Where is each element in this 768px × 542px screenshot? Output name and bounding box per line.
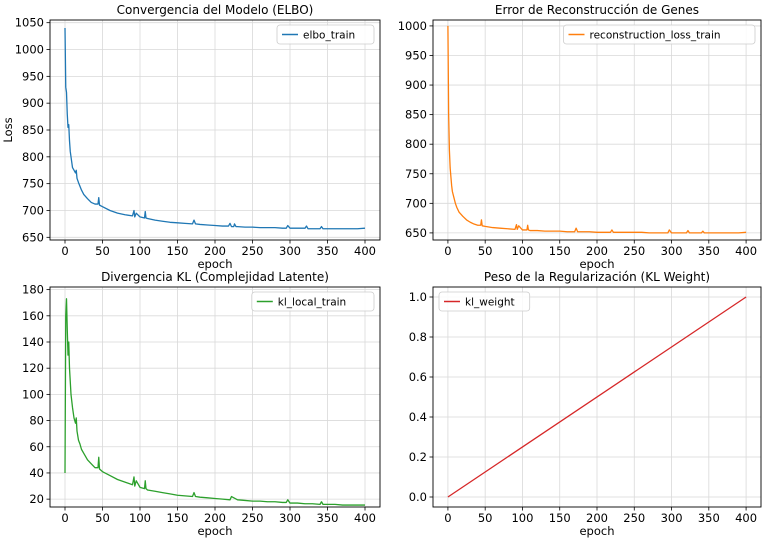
x-tick-label: 50 [95, 511, 110, 525]
y-tick-label: 750 [22, 177, 44, 191]
x-axis-label: epoch [579, 524, 614, 538]
x-tick-label: 400 [735, 244, 757, 258]
legend-label: elbo_train [303, 30, 355, 42]
y-tick-label: 60 [29, 440, 44, 454]
x-tick-label: 250 [623, 244, 645, 258]
y-tick-label: 80 [29, 414, 44, 428]
series-line-kl_weight [447, 296, 747, 498]
y-tick-label: 700 [405, 196, 427, 210]
legend-box [251, 291, 375, 312]
x-tick-label: 100 [129, 511, 151, 525]
legend-label: kl_local_train [278, 297, 346, 309]
chart-panel-3: 0 50 100 150 200 250 300 350 400 0.0 0.2 0.4 0.6 0.8 1… [409, 270, 762, 538]
x-tick-label: 50 [95, 244, 110, 258]
y-tick-label: 900 [22, 96, 44, 110]
y-tick-label: 140 [22, 335, 44, 349]
y-tick-label: 750 [405, 167, 427, 181]
series-line-kl_local_train [64, 298, 365, 506]
x-tick-label: 250 [623, 511, 645, 525]
x-tick-label: 400 [735, 511, 757, 525]
y-tick-label: 700 [22, 203, 44, 217]
x-tick-label: 350 [698, 244, 720, 258]
y-tick-label: 850 [22, 123, 44, 137]
x-tick-label: 250 [242, 511, 264, 525]
chart-title: Error de Reconstrucción de Genes [495, 3, 699, 17]
x-axis-label: epoch [197, 524, 232, 538]
x-tick-label: 350 [317, 511, 339, 525]
x-tick-label: 200 [586, 511, 608, 525]
y-tick-label: 1000 [398, 19, 427, 33]
x-axis-label: epoch [579, 257, 614, 271]
x-tick-label: 50 [478, 244, 493, 258]
x-tick-label: 50 [478, 511, 493, 525]
x-tick-label: 150 [167, 244, 189, 258]
y-tick-label: 0.8 [409, 330, 427, 344]
x-tick-label: 400 [354, 511, 376, 525]
x-tick-label: 100 [511, 511, 533, 525]
legend-box [438, 291, 531, 312]
legend: kl_weight [438, 291, 531, 312]
y-tick-label: 0.6 [409, 370, 427, 384]
y-tick-label: 20 [29, 492, 44, 506]
x-tick-label: 0 [444, 511, 451, 525]
y-tick-label: 160 [22, 309, 44, 323]
x-tick-label: 100 [129, 244, 151, 258]
x-tick-label: 150 [549, 244, 571, 258]
chart-title: Peso de la Regularización (KL Weight) [484, 270, 710, 284]
chart-panel-1: 0 50 100 150 200 250 300 350 400 650 700 750 800 850 9… [398, 3, 762, 271]
y-tick-label: 40 [29, 466, 44, 480]
chart-panel-0: 0 50 100 150 200 250 300 350 400 650 700 750 800 850 9… [1, 3, 381, 271]
y-tick-label: 650 [22, 230, 44, 244]
legend-label: reconstruction_loss_train [590, 30, 721, 42]
chart-panel-2: 0 50 100 150 200 250 300 350 400 20 40 60 80 100 120 14… [22, 270, 381, 538]
x-tick-label: 350 [317, 244, 339, 258]
legend: reconstruction_loss_train [563, 24, 756, 45]
y-tick-label: 0.0 [409, 490, 427, 504]
x-tick-label: 300 [279, 511, 301, 525]
y-tick-label: 1000 [15, 43, 44, 57]
y-tick-label: 120 [22, 361, 44, 375]
y-tick-label: 950 [405, 48, 427, 62]
y-tick-label: 900 [405, 78, 427, 92]
legend-box [276, 24, 375, 45]
legend: kl_local_train [251, 291, 375, 312]
series-line-elbo_train [64, 28, 366, 230]
legend: elbo_train [276, 24, 375, 45]
y-tick-label: 800 [22, 150, 44, 164]
x-tick-label: 300 [279, 244, 301, 258]
y-tick-label: 1050 [15, 16, 44, 30]
x-tick-label: 100 [511, 244, 533, 258]
series-line-reconstruction_loss_train [447, 25, 747, 234]
x-tick-label: 300 [661, 511, 683, 525]
x-tick-label: 200 [586, 244, 608, 258]
x-tick-label: 200 [204, 511, 226, 525]
y-tick-label: 0.2 [409, 450, 427, 464]
x-tick-label: 0 [61, 244, 68, 258]
y-tick-label: 800 [405, 137, 427, 151]
x-tick-label: 0 [61, 511, 68, 525]
x-tick-label: 350 [698, 511, 720, 525]
chart-title: Divergencia KL (Complejidad Latente) [101, 270, 329, 284]
y-tick-label: 1.0 [409, 290, 427, 304]
legend-label: kl_weight [465, 297, 515, 309]
x-tick-label: 0 [444, 244, 451, 258]
y-tick-label: 650 [405, 226, 427, 240]
y-tick-label: 0.4 [409, 410, 427, 424]
x-tick-label: 150 [549, 511, 571, 525]
y-tick-label: 180 [22, 283, 44, 297]
y-tick-label: 100 [22, 387, 44, 401]
y-tick-label: 850 [405, 108, 427, 122]
x-axis-label: epoch [197, 257, 232, 271]
x-tick-label: 400 [354, 244, 376, 258]
chart-title: Convergencia del Modelo (ELBO) [117, 3, 314, 17]
x-tick-label: 300 [661, 244, 683, 258]
x-tick-label: 250 [242, 244, 264, 258]
x-tick-label: 150 [167, 511, 189, 525]
y-axis-label: Loss [1, 117, 15, 142]
y-tick-label: 950 [22, 69, 44, 83]
legend-box [563, 24, 756, 45]
x-tick-label: 200 [204, 244, 226, 258]
